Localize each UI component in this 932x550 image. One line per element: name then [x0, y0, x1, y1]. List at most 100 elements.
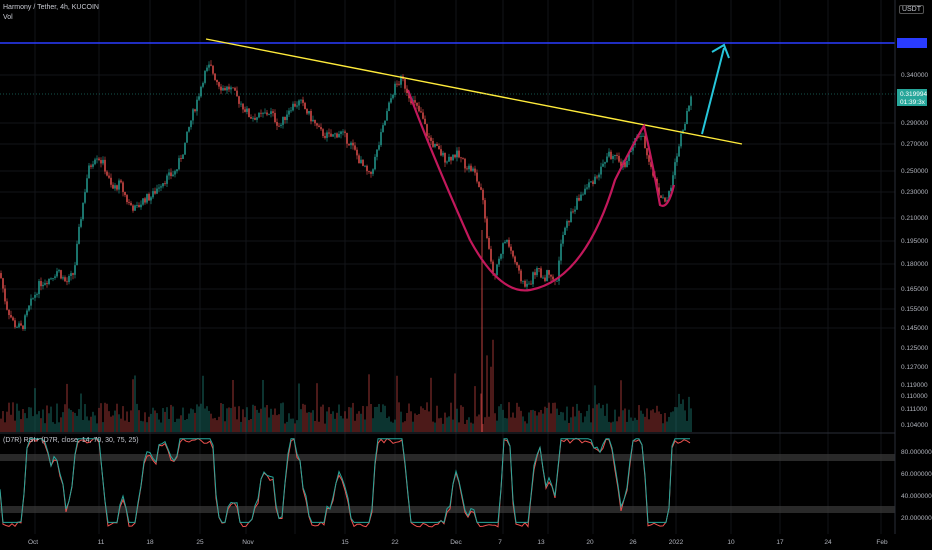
volume-bar: [570, 417, 572, 432]
volume-bar: [248, 420, 250, 432]
volume-bar: [292, 418, 294, 432]
breakout-arrow: [701, 43, 730, 135]
volume-bar: [466, 419, 468, 432]
volume-bar: [88, 420, 90, 432]
candle-body: [320, 127, 322, 130]
candle-body: [592, 181, 594, 185]
candle-body: [334, 133, 336, 135]
candle-body: [474, 168, 476, 173]
time-axis-label: Dec: [450, 539, 462, 546]
candle-body: [566, 221, 568, 228]
volume-bar: [596, 404, 598, 432]
candle-body: [588, 182, 590, 188]
candle-body: [174, 171, 176, 175]
candle-body: [398, 83, 400, 85]
candle-body: [190, 120, 192, 128]
volume-bar: [186, 419, 188, 432]
candle-body: [418, 105, 420, 112]
volume-bar: [516, 402, 518, 432]
price-axis-label: 0.270000: [901, 141, 928, 148]
volume-bar: [438, 418, 440, 432]
volume-bar: [180, 415, 182, 432]
volume-bar: [568, 422, 570, 432]
candle-body: [170, 172, 172, 177]
volume-bar: [352, 402, 354, 432]
current-price-tag: [897, 89, 927, 106]
volume-bar: [614, 409, 616, 432]
candle-body: [188, 127, 190, 132]
candle-body: [532, 272, 534, 285]
volume-bar: [102, 422, 104, 432]
volume-bar: [670, 412, 672, 432]
volume-bar: [100, 403, 102, 432]
volume-bar: [490, 366, 492, 432]
volume-bar: [424, 409, 426, 432]
volume-bar: [188, 413, 190, 432]
volume-bar: [684, 410, 686, 432]
volume-bar: [124, 420, 126, 432]
volume-bar: [348, 407, 350, 432]
candle-body: [96, 158, 98, 160]
price-axis-label: 0.195000: [901, 238, 928, 245]
candle-body: [68, 275, 70, 283]
volume-bar: [546, 407, 548, 432]
volume-bar: [128, 421, 130, 432]
volume-axis-label: 0.125000: [901, 345, 928, 352]
volume-bar: [264, 407, 266, 432]
candle-body: [536, 268, 538, 276]
volume-bar: [230, 408, 232, 432]
candle-body: [442, 152, 444, 156]
volume-bar: [268, 417, 270, 432]
candle-body: [318, 125, 320, 128]
volume-bar: [486, 355, 488, 432]
volume-bar: [224, 421, 226, 432]
volume-bar: [54, 423, 56, 432]
volume-axis-label: 0.119000: [901, 382, 928, 389]
volume-bar: [660, 414, 662, 432]
candle-body: [370, 171, 372, 174]
volume-bar: [384, 405, 386, 432]
volume-bar: [68, 408, 70, 432]
candle-body: [248, 108, 250, 118]
candle-body: [346, 132, 348, 144]
candle-body: [140, 204, 142, 208]
candle-body: [94, 159, 96, 165]
candle-body: [258, 112, 260, 118]
volume-bar: [464, 423, 466, 432]
currency-button[interactable]: USDT: [898, 5, 924, 14]
volume-bar: [358, 411, 360, 432]
candle-body: [240, 103, 242, 105]
volume-bar: [406, 413, 408, 432]
volume-bar: [202, 375, 204, 432]
volume-bar: [496, 420, 498, 432]
volume-bar: [334, 418, 336, 432]
volume-bar: [436, 405, 438, 432]
candle-body: [542, 277, 544, 279]
volume-bar: [90, 416, 92, 432]
volume-bar: [502, 409, 504, 432]
candle-body: [314, 119, 316, 124]
candle-body: [66, 281, 68, 283]
volume-bar: [408, 403, 410, 432]
volume-bar: [618, 416, 620, 432]
volume-bar: [200, 403, 202, 432]
volume-bar: [376, 406, 378, 432]
volume-bar: [640, 410, 642, 432]
volume-bar: [74, 412, 76, 432]
volume-bar: [592, 408, 594, 432]
candle-body: [212, 65, 214, 74]
candle-body: [74, 265, 76, 275]
volume-bar: [588, 404, 590, 432]
candle-body: [156, 188, 158, 194]
volume-bar: [174, 421, 176, 432]
time-axis-label: 13: [537, 539, 545, 546]
candle-body: [392, 94, 394, 99]
candle-body: [294, 103, 296, 107]
candle-body: [324, 136, 326, 138]
candle-body: [492, 261, 494, 274]
volume-bar: [214, 417, 216, 432]
candle-body: [520, 270, 522, 282]
candle-body: [44, 283, 46, 285]
volume-bar: [454, 373, 456, 432]
